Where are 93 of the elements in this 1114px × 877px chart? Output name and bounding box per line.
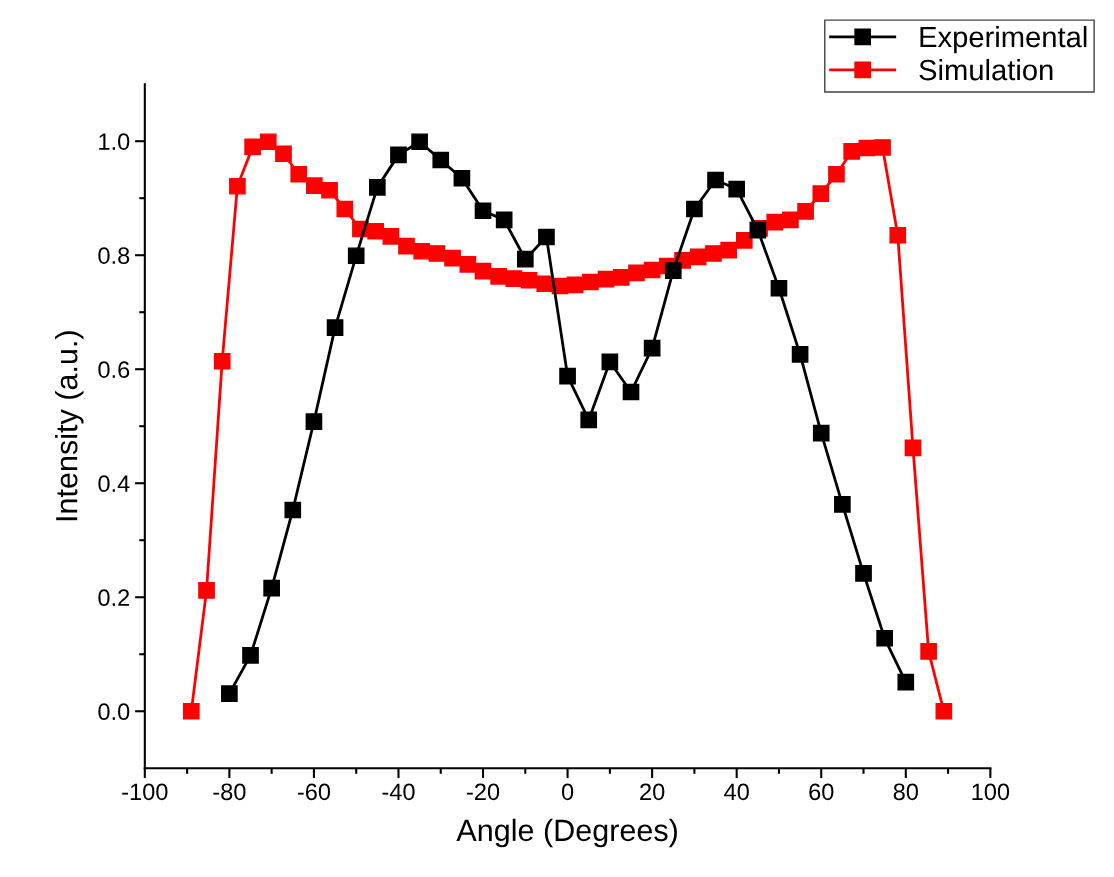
point <box>520 271 538 289</box>
point <box>336 200 354 218</box>
point <box>244 138 261 156</box>
x-tick-label: -100 <box>122 783 168 801</box>
point <box>290 165 308 183</box>
point <box>306 177 323 194</box>
point <box>182 702 200 720</box>
point <box>536 275 554 293</box>
point <box>705 245 722 262</box>
point <box>643 339 661 357</box>
point <box>855 564 872 582</box>
legend-label: Experimental <box>920 25 1087 54</box>
point <box>766 213 784 231</box>
point <box>791 346 809 363</box>
point <box>390 146 407 164</box>
point <box>728 180 746 198</box>
point <box>834 495 851 513</box>
point <box>326 319 344 336</box>
y-tick-label: 1.0 <box>99 133 130 150</box>
point <box>413 242 431 260</box>
point <box>382 228 400 245</box>
y-tick-label: 0.8 <box>98 247 130 264</box>
legend-label: Simulation <box>919 58 1053 81</box>
point <box>628 264 645 282</box>
x-tick-label: -40 <box>382 783 415 801</box>
y-tick-label: 0.0 <box>98 703 130 721</box>
x-axis-title: Angle (Degrees) <box>456 818 677 848</box>
point <box>229 177 246 195</box>
point <box>516 250 534 268</box>
x-tick-label: -80 <box>213 783 246 801</box>
point <box>812 424 830 442</box>
y-tick-label: 0.2 <box>98 589 130 607</box>
point <box>495 211 513 229</box>
point <box>242 647 259 664</box>
point <box>369 179 386 196</box>
point <box>411 133 428 151</box>
point <box>259 133 277 151</box>
x-tick-label: -60 <box>297 783 331 801</box>
point <box>889 226 907 244</box>
point <box>444 249 461 267</box>
x-tick-label: -20 <box>467 783 500 801</box>
point <box>474 262 492 280</box>
point <box>664 262 682 279</box>
point <box>275 145 292 163</box>
y-tick-label: 0.4 <box>98 475 130 493</box>
point <box>843 143 861 160</box>
y-axis-title: Intensity (a.u.) <box>55 331 84 521</box>
point <box>284 501 302 519</box>
point <box>920 643 937 660</box>
point <box>367 222 384 240</box>
x-tick-label: 100 <box>972 783 1010 801</box>
point <box>432 151 450 169</box>
x-tick-label: 60 <box>809 783 834 801</box>
point <box>213 352 231 370</box>
point <box>612 269 630 286</box>
x-tick-label: 20 <box>640 783 665 801</box>
point <box>828 165 845 183</box>
y-tick-label: 0.6 <box>98 361 130 378</box>
point <box>622 383 640 401</box>
point <box>874 139 891 156</box>
point <box>505 270 523 287</box>
x-tick-label: 80 <box>893 783 918 801</box>
point <box>897 673 915 691</box>
point <box>582 273 599 291</box>
point <box>797 202 814 220</box>
point <box>782 211 799 229</box>
point <box>263 579 280 597</box>
point <box>398 237 415 255</box>
point <box>735 232 753 249</box>
point <box>559 367 576 385</box>
point <box>904 439 922 457</box>
point <box>686 200 703 218</box>
point <box>580 411 598 429</box>
point <box>198 582 215 599</box>
point <box>474 202 492 220</box>
point <box>321 181 338 199</box>
point <box>812 185 830 202</box>
x-tick-label: 0 <box>561 783 574 801</box>
point <box>428 245 446 262</box>
point <box>305 413 323 430</box>
point <box>720 241 737 259</box>
point <box>459 255 477 273</box>
point <box>876 629 893 647</box>
point <box>601 353 619 371</box>
x-tick-label: 40 <box>724 783 749 801</box>
point <box>347 247 365 265</box>
point <box>490 267 508 285</box>
point <box>453 169 471 187</box>
point <box>770 279 788 297</box>
point <box>538 228 555 246</box>
point <box>935 702 953 720</box>
point <box>707 171 724 189</box>
point <box>221 685 238 702</box>
